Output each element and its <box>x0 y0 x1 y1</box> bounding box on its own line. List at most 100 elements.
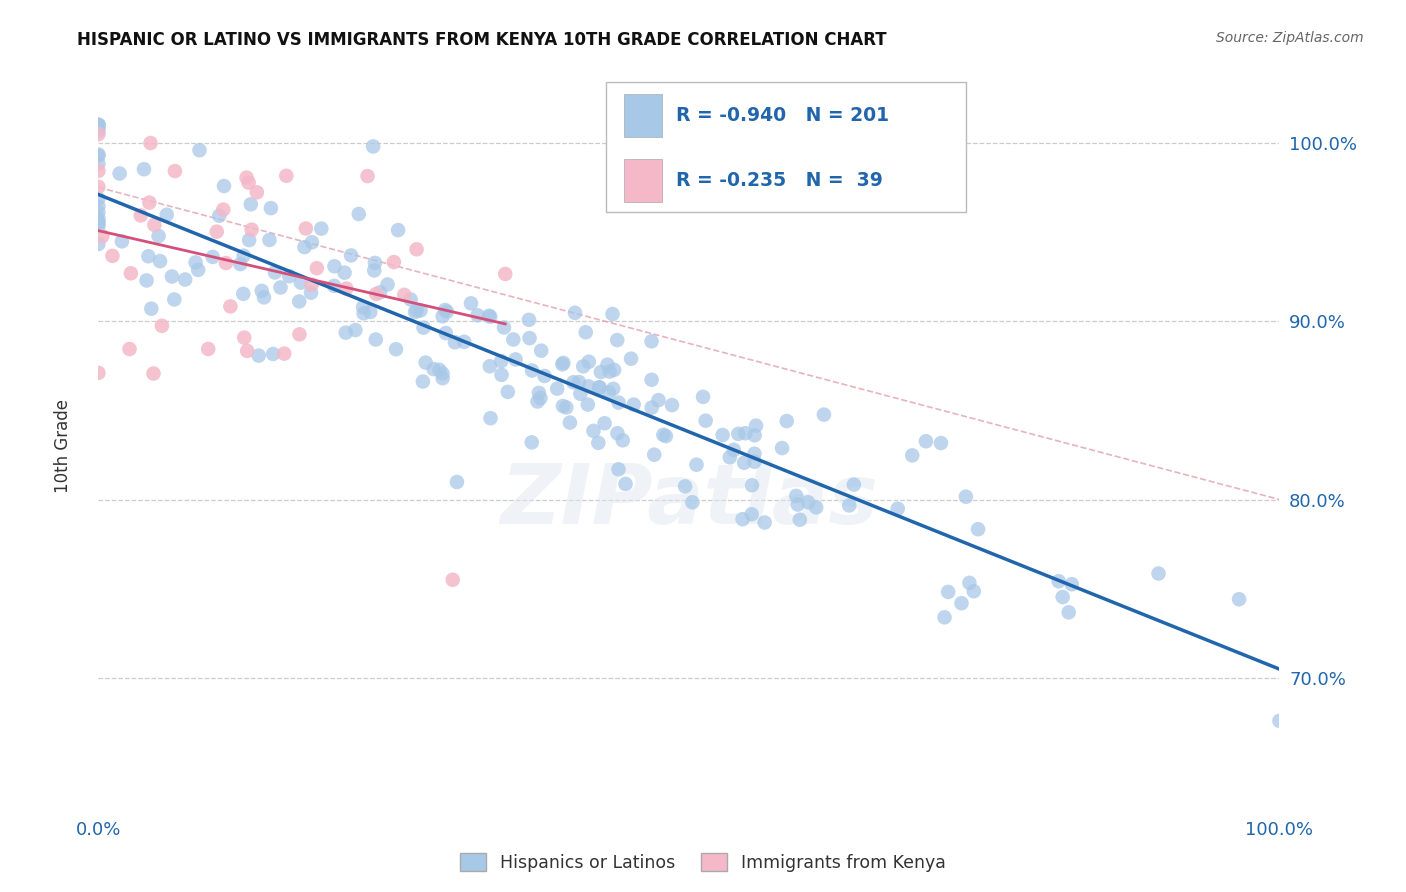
Point <box>494 267 516 281</box>
Point <box>363 263 385 277</box>
Point <box>87 118 110 132</box>
Point <box>118 342 141 356</box>
Point <box>399 293 422 307</box>
Point <box>301 277 323 292</box>
Point <box>929 436 952 450</box>
Point <box>526 394 548 409</box>
Point <box>250 284 273 298</box>
Point <box>87 147 110 161</box>
Point <box>377 277 399 292</box>
Point <box>744 455 766 469</box>
Point <box>551 399 574 413</box>
Point <box>288 327 311 342</box>
Point <box>614 477 637 491</box>
Point <box>359 305 381 319</box>
Point <box>606 333 628 347</box>
Point <box>838 499 860 513</box>
Point <box>323 278 346 293</box>
Point <box>150 318 173 333</box>
Point <box>562 376 585 390</box>
Point <box>149 254 172 268</box>
Point <box>568 375 591 389</box>
Point <box>385 342 408 356</box>
Point <box>957 575 980 590</box>
Point <box>593 417 616 431</box>
Point <box>294 240 316 254</box>
Point <box>382 255 405 269</box>
Point <box>558 416 581 430</box>
Point <box>163 293 186 307</box>
Point <box>745 418 768 433</box>
Point <box>529 391 551 405</box>
Point <box>546 382 568 396</box>
Point <box>596 358 619 372</box>
Point <box>87 199 110 213</box>
Point <box>259 233 281 247</box>
Point <box>489 354 512 368</box>
Point <box>886 501 908 516</box>
Point <box>276 169 298 183</box>
Point <box>578 355 600 369</box>
Point <box>551 357 574 371</box>
Point <box>754 516 776 530</box>
Point <box>602 307 624 321</box>
Text: R = -0.940   N = 201: R = -0.940 N = 201 <box>676 106 889 125</box>
Point <box>842 477 865 491</box>
Point <box>212 202 235 217</box>
Point <box>247 349 270 363</box>
Point <box>156 208 179 222</box>
Point <box>409 303 432 318</box>
Point <box>955 490 977 504</box>
Point <box>967 522 990 536</box>
Point <box>505 352 527 367</box>
Point <box>253 290 276 304</box>
Point <box>453 334 475 349</box>
FancyBboxPatch shape <box>606 82 966 212</box>
Point <box>520 435 543 450</box>
Point <box>479 310 502 324</box>
Point <box>432 367 454 381</box>
Point <box>273 346 295 360</box>
Text: 10th Grade: 10th Grade <box>55 399 72 493</box>
Point <box>553 356 575 370</box>
Point <box>138 249 160 263</box>
Point <box>364 256 387 270</box>
Point <box>120 266 142 280</box>
Point <box>87 205 110 219</box>
Point <box>364 333 387 347</box>
Point <box>1057 605 1080 619</box>
Point <box>405 303 427 318</box>
Point <box>87 127 110 141</box>
Point <box>236 343 259 358</box>
Point <box>1147 566 1170 581</box>
Point <box>785 489 807 503</box>
Point <box>233 331 256 345</box>
Point <box>299 285 322 300</box>
Point <box>620 351 643 366</box>
Point <box>723 442 745 457</box>
Point <box>184 255 207 269</box>
Point <box>215 256 238 270</box>
Text: Source: ZipAtlas.com: Source: ZipAtlas.com <box>1216 31 1364 45</box>
Point <box>652 427 675 442</box>
Point <box>786 498 808 512</box>
Point <box>197 342 219 356</box>
Point <box>143 218 166 232</box>
Point <box>647 393 669 408</box>
Legend: Hispanics or Latinos, Immigrants from Kenya: Hispanics or Latinos, Immigrants from Ke… <box>453 847 953 879</box>
Point <box>415 355 437 369</box>
Point <box>434 326 457 340</box>
Point <box>963 584 986 599</box>
Point <box>260 201 283 215</box>
Point <box>344 323 367 337</box>
Point <box>91 229 114 244</box>
Point <box>264 265 287 279</box>
Point <box>582 424 605 438</box>
Point <box>603 363 626 377</box>
Point <box>797 495 820 509</box>
Point <box>491 368 513 382</box>
Point <box>460 296 482 310</box>
Point <box>1268 714 1291 728</box>
Point <box>87 237 110 252</box>
Point <box>530 343 553 358</box>
